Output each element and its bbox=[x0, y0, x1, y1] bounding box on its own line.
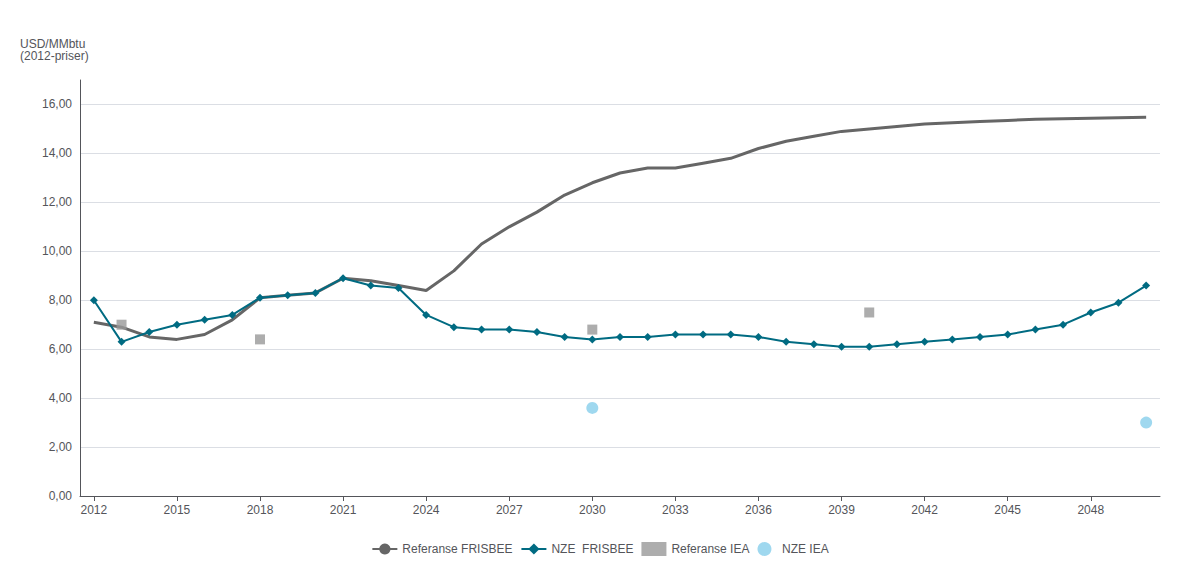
svg-text:Referanse IEA: Referanse IEA bbox=[671, 542, 749, 556]
svg-text:USD/MMbtu: USD/MMbtu bbox=[20, 37, 86, 51]
svg-text:2,00: 2,00 bbox=[49, 440, 73, 454]
svg-text:NZE IEA: NZE IEA bbox=[782, 542, 829, 556]
svg-text:2033: 2033 bbox=[662, 503, 689, 517]
svg-text:0,00: 0,00 bbox=[49, 489, 73, 503]
svg-text:2048: 2048 bbox=[1077, 503, 1104, 517]
svg-text:14,00: 14,00 bbox=[42, 146, 72, 160]
svg-text:2012: 2012 bbox=[80, 503, 107, 517]
svg-text:2039: 2039 bbox=[828, 503, 855, 517]
svg-text:8,00: 8,00 bbox=[49, 293, 73, 307]
svg-text:2030: 2030 bbox=[579, 503, 606, 517]
svg-text:2015: 2015 bbox=[164, 503, 191, 517]
svg-text:4,00: 4,00 bbox=[49, 391, 73, 405]
svg-text:Referanse FRISBEE: Referanse FRISBEE bbox=[402, 542, 512, 556]
svg-text:2024: 2024 bbox=[413, 503, 440, 517]
svg-text:2036: 2036 bbox=[745, 503, 772, 517]
svg-text:(2012-priser): (2012-priser) bbox=[20, 49, 89, 63]
svg-text:12,00: 12,00 bbox=[42, 195, 72, 209]
svg-text:2018: 2018 bbox=[247, 503, 274, 517]
svg-text:2042: 2042 bbox=[911, 503, 938, 517]
svg-text:NZE FRISBEE: NZE FRISBEE bbox=[551, 542, 633, 556]
svg-text:6,00: 6,00 bbox=[49, 342, 73, 356]
svg-text:2027: 2027 bbox=[496, 503, 523, 517]
svg-text:2021: 2021 bbox=[330, 503, 357, 517]
svg-text:16,00: 16,00 bbox=[42, 97, 72, 111]
svg-text:2045: 2045 bbox=[994, 503, 1021, 517]
svg-text:10,00: 10,00 bbox=[42, 244, 72, 258]
